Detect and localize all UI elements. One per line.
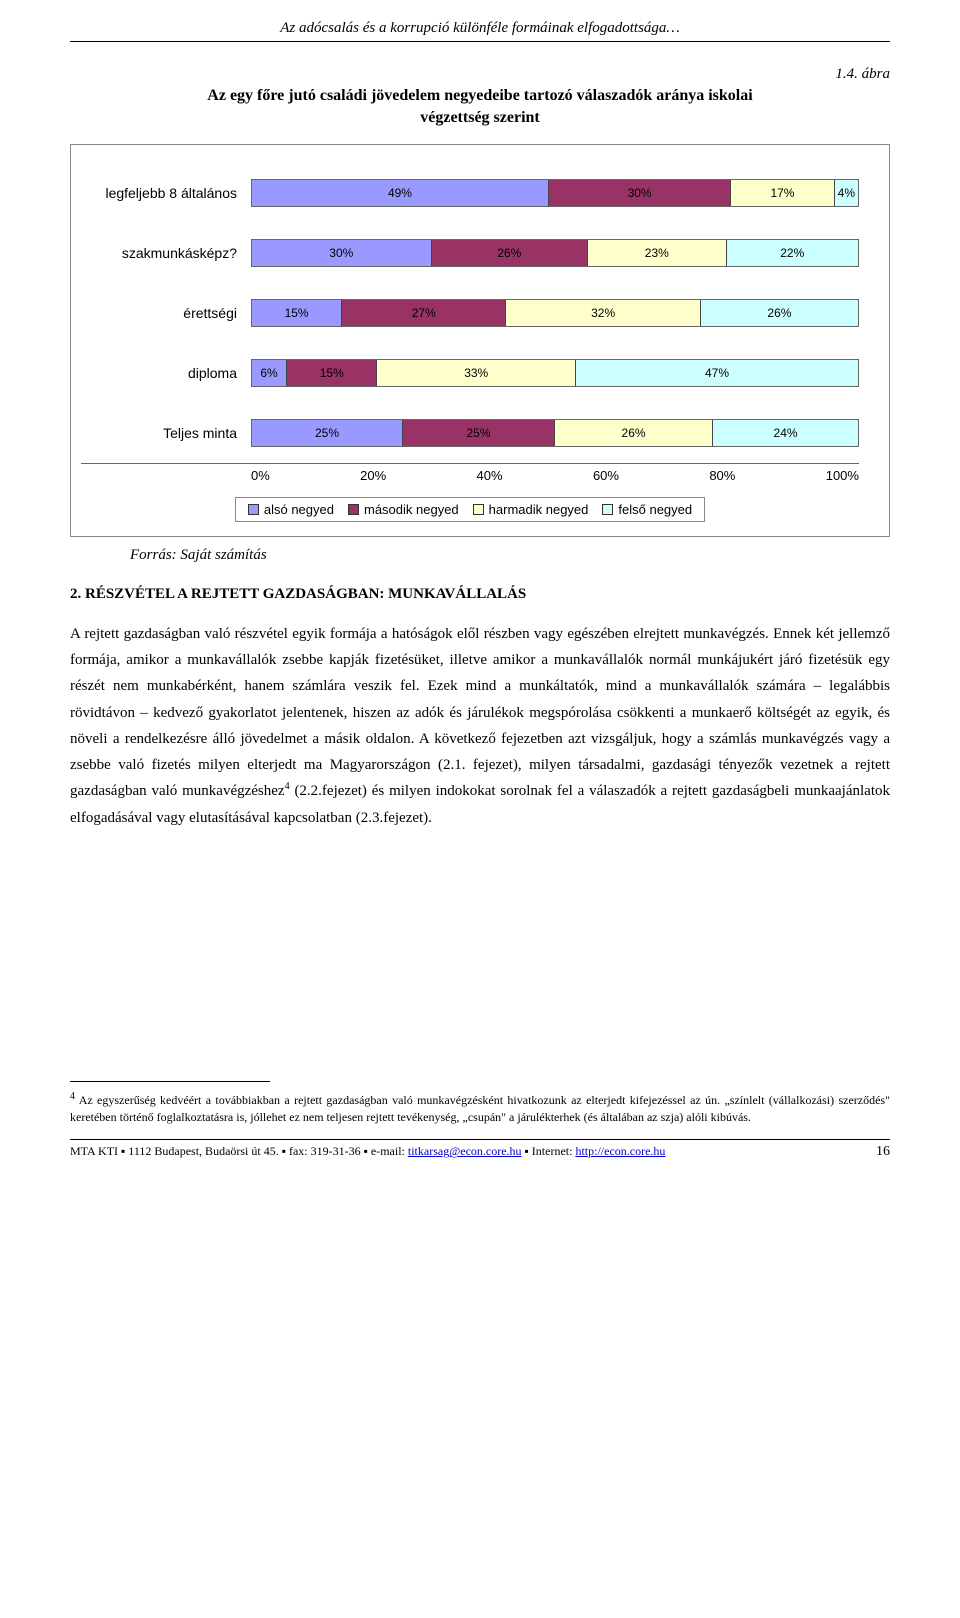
figure-title: Az egy főre jutó családi jövedelem negye… [70, 85, 890, 130]
section-heading: 2. RÉSZVÉTEL A REJTETT GAZDASÁGBAN: MUNK… [70, 586, 890, 603]
legend-item: harmadik negyed [473, 502, 589, 517]
chart-legend: alsó negyed második negyed harmadik negyed… [235, 497, 705, 522]
footnote-text: 4 Az egyszerűség kedvéért a továbbiakban… [70, 1090, 890, 1126]
chart-x-tick: 0% [251, 468, 270, 483]
chart-bar-segment: 25% [251, 420, 403, 446]
chart-category-label: legfeljebb 8 általános [81, 185, 251, 201]
footer-url-link[interactable]: http://econ.core.hu [575, 1144, 665, 1158]
legend-item: második negyed [348, 502, 459, 517]
chart-bar-segment: 47% [576, 360, 859, 386]
footnote-number: 4 [70, 1091, 75, 1102]
legend-swatch [473, 504, 484, 515]
legend-item: felső negyed [602, 502, 692, 517]
footer-mid: ▪ Internet: [522, 1144, 576, 1158]
chart-bar-segment: 49% [251, 180, 549, 206]
chart-category-label: Teljes minta [81, 425, 251, 441]
chart-x-tick: 40% [477, 468, 503, 483]
chart-row: diploma6%15%33%47% [81, 343, 859, 403]
chart-bar-segment: 27% [342, 300, 506, 326]
figure-number: 1.4. ábra [70, 66, 890, 83]
chart-bar-segment: 30% [251, 240, 432, 266]
footer-contact: MTA KTI ▪ 1112 Budapest, Budaörsi út 45.… [70, 1144, 665, 1159]
figure-source: Forrás: Saját számítás [130, 547, 890, 564]
footnote-separator [70, 1081, 270, 1082]
legend-label: felső negyed [618, 502, 692, 517]
chart-bar-segment: 33% [377, 360, 576, 386]
footnote-body: Az egyszerűség kedvéért a továbbiakban a… [70, 1093, 890, 1124]
chart-bar: 25%25%26%24% [251, 419, 859, 447]
legend-label: alsó negyed [264, 502, 334, 517]
chart-bar-segment: 32% [506, 300, 701, 326]
chart-bar-segment: 30% [549, 180, 731, 206]
figure-title-line1: Az egy főre jutó családi jövedelem negye… [207, 87, 752, 104]
chart-bar: 6%15%33%47% [251, 359, 859, 387]
chart-bar-segment: 26% [432, 240, 589, 266]
legend-item: alsó negyed [248, 502, 334, 517]
chart-row: szakmunkásképz?30%26%23%22% [81, 223, 859, 283]
legend-swatch [348, 504, 359, 515]
chart-bar-segment: 6% [251, 360, 287, 386]
chart-bar-segment: 15% [251, 300, 342, 326]
chart-bar-segment: 23% [588, 240, 726, 266]
body-text-before-sup: A rejtett gazdaságban való részvétel egy… [70, 626, 890, 800]
legend-swatch [248, 504, 259, 515]
footer-email-link[interactable]: titkarsag@econ.core.hu [408, 1144, 522, 1158]
chart-bar-segment: 26% [701, 300, 859, 326]
chart-x-tick: 20% [360, 468, 386, 483]
chart-x-tick: 80% [709, 468, 735, 483]
legend-label: második negyed [364, 502, 459, 517]
legend-swatch [602, 504, 613, 515]
chart-bar: 49%30%17%4% [251, 179, 859, 207]
chart-bar: 30%26%23%22% [251, 239, 859, 267]
chart-category-label: diploma [81, 365, 251, 381]
page-running-header: Az adócsalás és a korrupció különféle fo… [70, 20, 890, 42]
stacked-bar-chart: legfeljebb 8 általános49%30%17%4%szakmun… [70, 144, 890, 537]
chart-row: Teljes minta25%25%26%24% [81, 403, 859, 463]
chart-x-tick: 60% [593, 468, 619, 483]
chart-bar-segment: 22% [727, 240, 859, 266]
chart-bar-segment: 15% [287, 360, 377, 386]
chart-bar-segment: 26% [555, 420, 713, 446]
chart-category-label: érettségi [81, 305, 251, 321]
chart-bar-segment: 25% [403, 420, 555, 446]
body-paragraph: A rejtett gazdaságban való részvétel egy… [70, 621, 890, 831]
chart-bar: 15%27%32%26% [251, 299, 859, 327]
chart-x-tick: 100% [826, 468, 859, 483]
page-footer: MTA KTI ▪ 1112 Budapest, Budaörsi út 45.… [70, 1139, 890, 1160]
chart-bar-segment: 4% [835, 180, 859, 206]
footer-prefix: MTA KTI ▪ 1112 Budapest, Budaörsi út 45.… [70, 1144, 408, 1158]
figure-title-line2: végzettség szerint [420, 109, 540, 126]
chart-bar-segment: 17% [731, 180, 834, 206]
chart-category-label: szakmunkásképz? [81, 245, 251, 261]
legend-label: harmadik negyed [489, 502, 589, 517]
chart-bar-segment: 24% [713, 420, 859, 446]
page-number: 16 [876, 1144, 890, 1160]
chart-row: legfeljebb 8 általános49%30%17%4% [81, 163, 859, 223]
chart-row: érettségi15%27%32%26% [81, 283, 859, 343]
chart-x-axis: 0% 20% 40% 60% 80% 100% [81, 466, 859, 483]
